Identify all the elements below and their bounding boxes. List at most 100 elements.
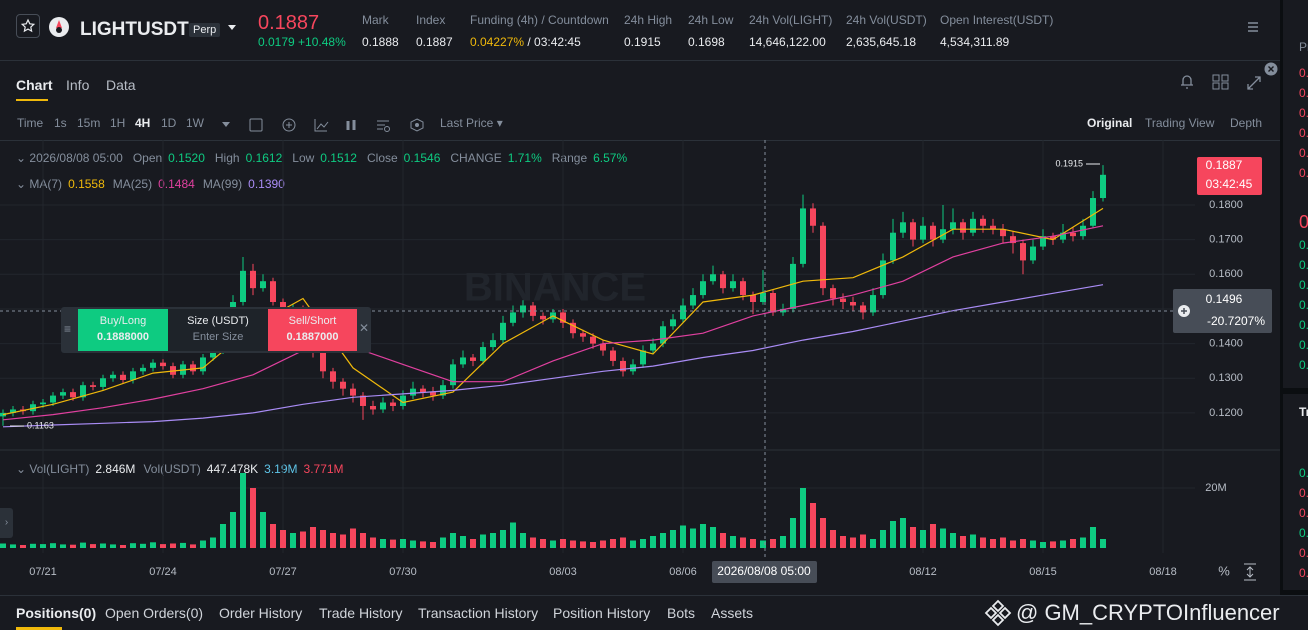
- sell-price: 0.1887000: [286, 331, 339, 343]
- ma-line: [2, 207, 1104, 416]
- volume-bar: [30, 543, 36, 548]
- stat-value: 0.1915: [624, 35, 661, 49]
- volume-bar: [10, 544, 16, 548]
- volume-bar: [890, 521, 896, 548]
- bottom-tab[interactable]: Trade History: [319, 605, 403, 621]
- volume-bar: [840, 536, 846, 548]
- volume-bar: [480, 534, 486, 548]
- crosshair-plus-sign: [1181, 308, 1187, 314]
- candle-body: [500, 322, 506, 341]
- volume-bar: [310, 527, 316, 548]
- candle-body: [510, 312, 516, 323]
- volume-bar: [690, 528, 696, 548]
- divider: [0, 140, 1280, 141]
- interval[interactable]: Time: [17, 116, 44, 130]
- bottom-tab[interactable]: Assets: [711, 605, 754, 621]
- close-trade[interactable]: ✕: [359, 321, 370, 335]
- volume-bar: [70, 544, 76, 548]
- volume-bar: [1080, 537, 1086, 548]
- view-tab[interactable]: Trading View: [1145, 116, 1215, 130]
- candle-body: [210, 350, 216, 358]
- sell-button[interactable]: Sell/Short 0.1887000: [268, 309, 357, 351]
- price-type[interactable]: Last Price ▾: [440, 116, 503, 130]
- interval[interactable]: 15m: [77, 116, 101, 130]
- volume-bar: [1010, 540, 1016, 548]
- tab[interactable]: Chart: [16, 77, 53, 93]
- candle-body: [870, 295, 876, 313]
- volume-bar: [660, 533, 666, 548]
- readout-label: Open: [132, 151, 163, 165]
- edge-trade: 0.: [1299, 566, 1308, 580]
- toolbar-icons[interactable]: [220, 117, 430, 133]
- candle-body: [30, 404, 36, 412]
- chart-tools[interactable]: [1178, 72, 1278, 92]
- vol-label: Vol(USDT): [143, 462, 201, 476]
- vol-label: Vol(LIGHT): [29, 462, 90, 476]
- candle-body: [650, 343, 656, 351]
- volume-bar: [1090, 527, 1096, 548]
- crosshair-date-tag: [712, 561, 817, 583]
- volume-bar: [860, 534, 866, 548]
- divider: [0, 60, 1280, 61]
- bottom-tab[interactable]: Position History: [553, 605, 651, 621]
- view-tab[interactable]: Original: [1087, 116, 1133, 130]
- candle-body: [880, 260, 886, 296]
- candle-body: [40, 402, 46, 405]
- stat-value-text: 4,534,311.89: [940, 35, 1010, 49]
- volume-bar: [90, 544, 96, 548]
- crosshair-price-tag: [1173, 289, 1272, 333]
- volume-bar: [960, 536, 966, 548]
- volume-bar: [290, 533, 296, 548]
- symbol[interactable]: LIGHTUSDT: [80, 19, 189, 40]
- candle-body: [1070, 232, 1076, 237]
- volume-bar: [970, 534, 976, 548]
- candle-body: [320, 350, 326, 372]
- candle-body: [440, 385, 446, 396]
- tab[interactable]: Info: [66, 77, 90, 93]
- x-tick-label: 08/15: [1029, 566, 1057, 578]
- favorite-button[interactable]: [16, 14, 40, 38]
- candle-body: [990, 225, 996, 230]
- bottom-tab[interactable]: Bots: [667, 605, 696, 621]
- candle-body: [400, 395, 406, 406]
- more-icon[interactable]: [1246, 20, 1260, 34]
- close-icon[interactable]: [1264, 62, 1278, 76]
- candle-body: [1040, 236, 1046, 247]
- interval[interactable]: 1W: [186, 116, 204, 130]
- interval[interactable]: 1s: [54, 116, 67, 130]
- volume-bar: [760, 540, 766, 548]
- tab[interactable]: Data: [106, 77, 136, 93]
- candle-body: [910, 222, 916, 240]
- buy-price: 0.1888000: [97, 331, 149, 343]
- candle-body: [560, 312, 566, 323]
- candle-body: [100, 378, 106, 387]
- volume-bar: [20, 545, 26, 548]
- interval[interactable]: 1H: [110, 116, 126, 130]
- volume-bar: [1100, 539, 1106, 548]
- volume-bar: [880, 530, 886, 548]
- buy-button[interactable]: Buy/Long 0.1888000: [78, 309, 168, 351]
- candle-body: [90, 385, 96, 387]
- size-label: Size (USDT): [187, 315, 249, 327]
- bottom-tab[interactable]: Positions(0): [16, 605, 97, 621]
- volume-bar: [850, 537, 856, 548]
- candle-body: [620, 360, 626, 372]
- interval[interactable]: 1D: [161, 116, 177, 130]
- symbol-caret[interactable]: [227, 24, 237, 32]
- expand-button[interactable]: ›: [0, 508, 13, 538]
- bottom-tab[interactable]: Order History: [219, 605, 303, 621]
- volume-bar: [460, 536, 466, 548]
- view-tab[interactable]: Depth: [1230, 116, 1263, 130]
- price-change: 0.0179 +10.48%: [258, 35, 346, 49]
- x-tick-label: 08/18: [1149, 566, 1177, 578]
- volume-bar: [820, 518, 826, 548]
- stat-value: 0.1887: [416, 35, 453, 49]
- size-input[interactable]: Size (USDT) Enter Size: [168, 309, 268, 351]
- bottom-tab[interactable]: Open Orders(0): [105, 605, 204, 621]
- volume-bar: [830, 530, 836, 548]
- volume-bar: [780, 536, 786, 548]
- contract-tag: Perp: [189, 23, 221, 37]
- interval[interactable]: 4H: [135, 116, 151, 130]
- bottom-tab[interactable]: Transaction History: [418, 605, 539, 621]
- volume-bar: [620, 537, 626, 548]
